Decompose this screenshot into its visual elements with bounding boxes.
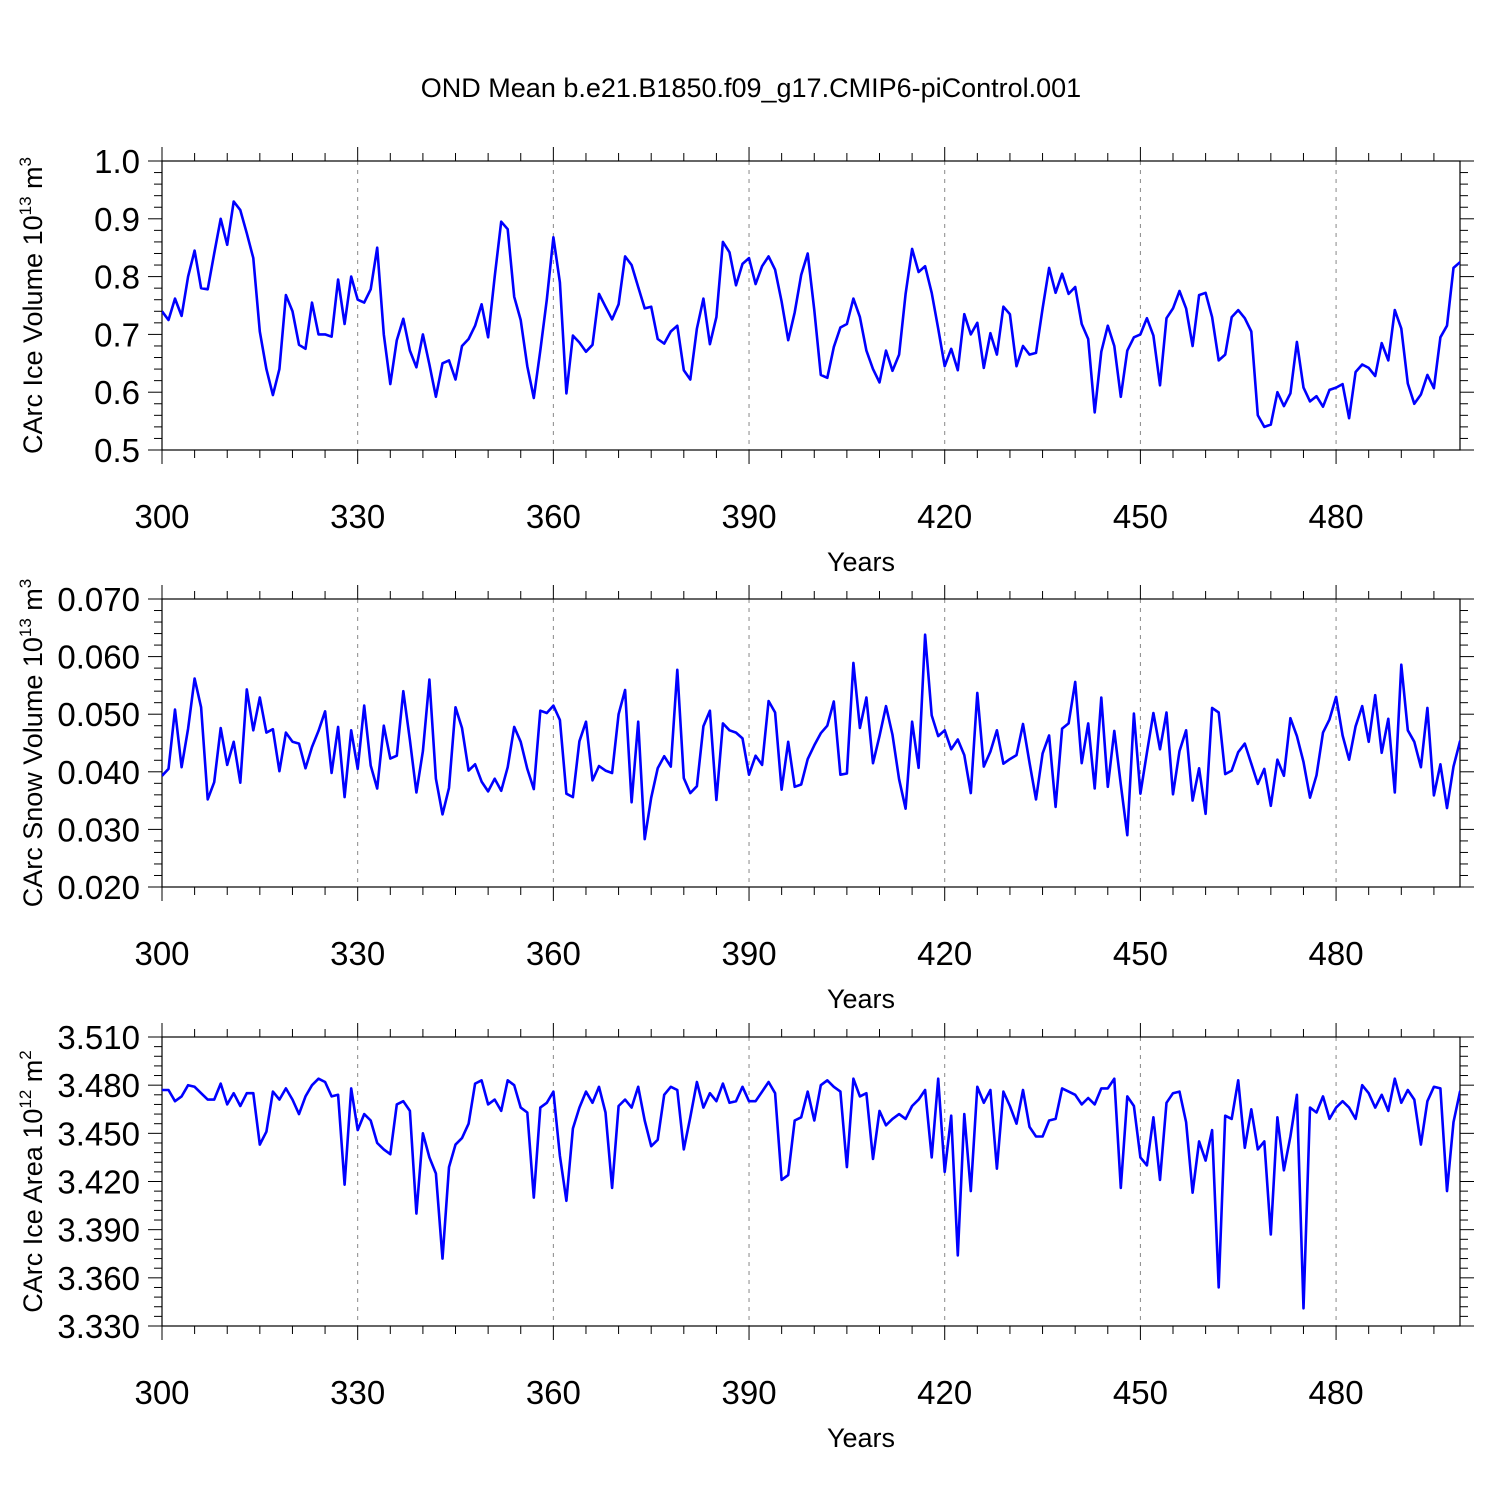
y-tick-label: 3.390 — [57, 1212, 140, 1249]
x-axis-title: Years — [827, 547, 895, 577]
y-tick-label: 0.5 — [94, 432, 140, 469]
y-tick-label: 0.060 — [57, 639, 140, 676]
y-tick-label: 0.9 — [94, 201, 140, 238]
y-tick-label: 1.0 — [94, 143, 140, 180]
y-tick-label: 3.450 — [57, 1115, 140, 1152]
y-tick-label: 0.8 — [94, 259, 140, 296]
y-tick-label: 0.6 — [94, 374, 140, 411]
x-tick-label: 420 — [917, 1374, 972, 1411]
x-tick-label: 330 — [330, 1374, 385, 1411]
y-tick-label: 0.030 — [57, 811, 140, 848]
x-tick-label: 390 — [722, 1374, 777, 1411]
x-tick-label: 360 — [526, 498, 581, 535]
x-tick-label: 300 — [134, 935, 189, 972]
panel-carc-ice-volume: 0.5 0.6 0.7 0.8 0.9 1.0 300 330 360 390 420 450 480 Y… — [16, 143, 1474, 577]
x-tick-label: 450 — [1113, 935, 1168, 972]
y-tick-label: 0.040 — [57, 754, 140, 791]
x-tick-label: 360 — [526, 1374, 581, 1411]
plot-frame — [161, 1036, 1461, 1327]
y-tick-label: 3.480 — [57, 1067, 140, 1104]
x-tick-label: 300 — [134, 1374, 189, 1411]
series-line-carc-ice-area — [162, 1077, 1460, 1310]
y-tick-label: 0.020 — [57, 869, 140, 906]
panel-carc-ice-area: 3.330 3.360 3.390 3.420 3.450 3.480 3.510 300 33… — [16, 1019, 1474, 1453]
x-tick-label: 480 — [1309, 935, 1364, 972]
y-axis-title: CArc Snow Volume 1013 m3 — [16, 579, 48, 908]
y-tick-label: 0.070 — [57, 581, 140, 618]
y-tick-label: 0.7 — [94, 316, 140, 353]
x-tick-label: 300 — [134, 498, 189, 535]
plot-frame — [161, 598, 1461, 888]
y-tick-label: 0.050 — [57, 696, 140, 733]
series-line-carc-ice-volume — [162, 200, 1460, 429]
x-tick-label: 360 — [526, 935, 581, 972]
plot-frame — [161, 160, 1461, 451]
x-axis-title: Years — [827, 984, 895, 1014]
x-tick-label: 390 — [722, 935, 777, 972]
chart-title: OND Mean b.e21.B1850.f09_g17.CMIP6-piCon… — [421, 73, 1081, 103]
x-tick-label: 420 — [917, 935, 972, 972]
x-tick-label: 330 — [330, 935, 385, 972]
x-tick-label: 450 — [1113, 1374, 1168, 1411]
x-tick-label: 420 — [917, 498, 972, 535]
y-axis-title: CArc Ice Volume 1013 m3 — [16, 157, 48, 454]
x-tick-label: 480 — [1309, 498, 1364, 535]
x-tick-label: 480 — [1309, 1374, 1364, 1411]
y-tick-label: 3.330 — [57, 1308, 140, 1345]
x-tick-label: 450 — [1113, 498, 1168, 535]
x-axis-title: Years — [827, 1423, 895, 1453]
panel-carc-snow-volume: 0.020 0.030 0.040 0.050 0.060 0.070 300 330 360 3… — [16, 579, 1474, 1014]
y-tick-label: 3.510 — [57, 1019, 140, 1056]
y-tick-label: 3.360 — [57, 1260, 140, 1297]
x-tick-label: 390 — [722, 498, 777, 535]
x-tick-label: 330 — [330, 498, 385, 535]
y-axis-title: CArc Ice Area 1012 m2 — [16, 1050, 48, 1313]
series-line-carc-snow-volume — [162, 633, 1460, 841]
y-tick-label: 3.420 — [57, 1164, 140, 1201]
